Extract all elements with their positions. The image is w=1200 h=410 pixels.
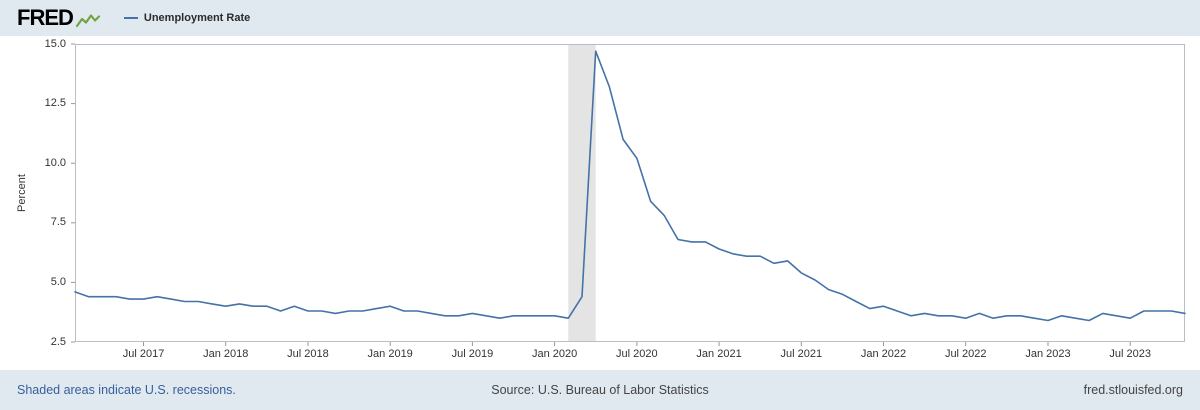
y-axis-tick-label: 7.5 [50, 216, 66, 229]
x-axis-tick-label: Jul 2019 [451, 348, 494, 360]
chart-area: Percent 2.5 5.0 7.5 10.0 12.5 15.0 Jul 2017 Jan… [0, 36, 1200, 370]
fred-site-link[interactable]: fred.stlouisfed.org [1083, 383, 1183, 397]
legend-item-unemployment-rate[interactable]: Unemployment Rate [123, 12, 251, 24]
recession-note-link[interactable]: Shaded areas indicate U.S. recessions. [17, 383, 236, 397]
x-axis-tick-label: Jul 2021 [780, 348, 823, 360]
y-axis-title: Percent [16, 174, 28, 212]
legend-line-swatch [123, 17, 138, 19]
y-axis-tick-label: 12.5 [44, 97, 66, 110]
x-axis-tick-label: Jul 2017 [122, 348, 165, 360]
x-axis-tick-label: Jul 2023 [1109, 348, 1151, 360]
unemployment-rate-line [74, 50, 1186, 322]
y-axis-tick-label: 2.5 [50, 335, 66, 348]
fred-logo-sparkline-icon [75, 13, 100, 27]
x-axis-tick-label: Jan 2023 [1025, 348, 1071, 360]
x-axis-tick-label: Jan 2022 [860, 348, 907, 360]
fred-logo-text: FRED [17, 5, 74, 30]
y-axis-tick-label: 10.0 [44, 156, 66, 169]
x-axis-tick-label: Jan 2019 [367, 348, 413, 360]
x-axis-tick-label: Jan 2018 [203, 348, 249, 360]
source-link[interactable]: Source: U.S. Bureau of Labor Statistics [491, 383, 709, 397]
x-axis-tick-label: Jan 2021 [696, 348, 742, 360]
chart-footer: Shaded areas indicate U.S. recessions. S… [0, 370, 1200, 410]
x-axis-tick-label: Jul 2018 [287, 348, 329, 360]
plot-area[interactable] [71, 43, 1186, 346]
x-axis-tick-label: Jul 2020 [616, 348, 658, 360]
y-axis-tick-label: 5.0 [50, 275, 66, 288]
legend-series-label: Unemployment Rate [143, 12, 251, 24]
y-axis-tick-label: 15.0 [44, 37, 66, 50]
chart-header: FRED Unemployment Rate [0, 0, 1200, 36]
x-axis-tick-label: Jul 2022 [944, 348, 987, 360]
plot-border [75, 44, 1185, 342]
x-axis-tick-label: Jan 2020 [531, 348, 578, 360]
fred-logo[interactable]: FRED [17, 7, 100, 29]
